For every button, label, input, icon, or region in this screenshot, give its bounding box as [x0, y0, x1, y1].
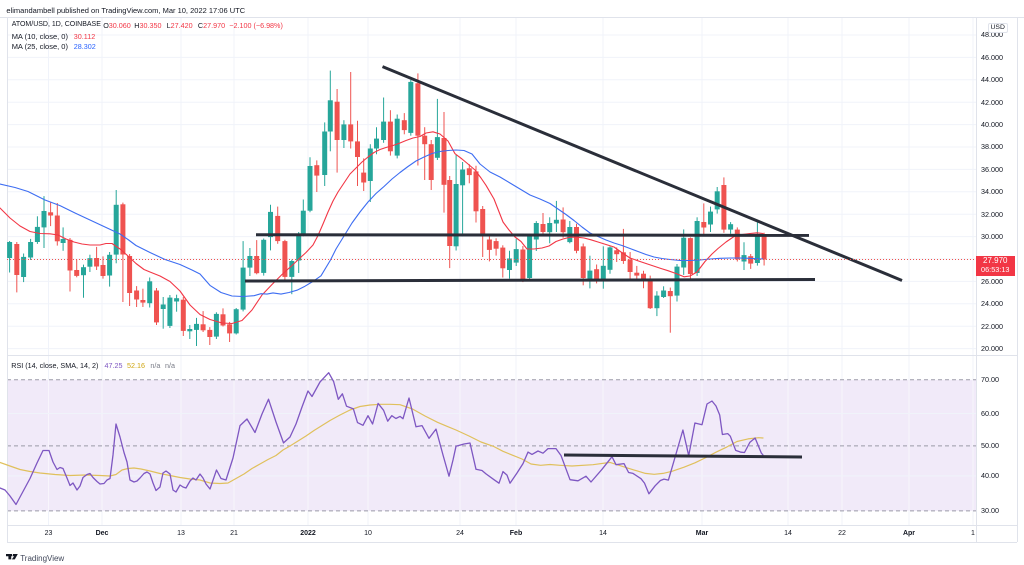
svg-text:TradingView: TradingView	[20, 554, 64, 563]
